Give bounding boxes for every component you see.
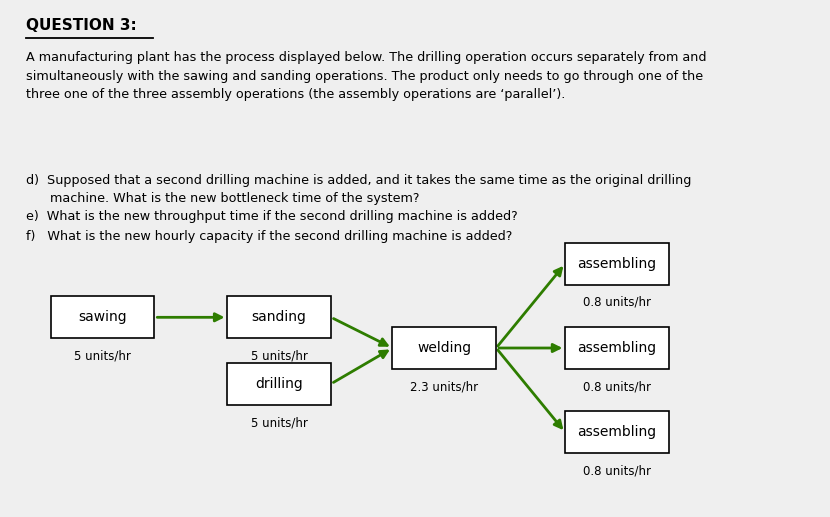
- FancyBboxPatch shape: [393, 327, 496, 369]
- Text: e)  What is the new throughput time if the second drilling machine is added?: e) What is the new throughput time if th…: [26, 210, 518, 223]
- Text: f)   What is the new hourly capacity if the second drilling machine is added?: f) What is the new hourly capacity if th…: [26, 231, 512, 244]
- Text: 5 units/hr: 5 units/hr: [251, 349, 308, 362]
- Text: A manufacturing plant has the process displayed below. The drilling operation oc: A manufacturing plant has the process di…: [26, 51, 706, 101]
- Text: assembling: assembling: [578, 425, 657, 439]
- FancyBboxPatch shape: [565, 327, 669, 369]
- FancyBboxPatch shape: [565, 412, 669, 453]
- Text: 5 units/hr: 5 units/hr: [251, 416, 308, 429]
- Text: 0.8 units/hr: 0.8 units/hr: [583, 296, 651, 309]
- Text: drilling: drilling: [256, 377, 303, 391]
- FancyBboxPatch shape: [565, 242, 669, 284]
- Text: assembling: assembling: [578, 256, 657, 270]
- Text: 0.8 units/hr: 0.8 units/hr: [583, 380, 651, 393]
- Text: 2.3 units/hr: 2.3 units/hr: [410, 380, 478, 393]
- Text: sawing: sawing: [78, 310, 127, 324]
- FancyBboxPatch shape: [51, 296, 154, 338]
- Text: 5 units/hr: 5 units/hr: [74, 349, 131, 362]
- Text: d)  Supposed that a second drilling machine is added, and it takes the same time: d) Supposed that a second drilling machi…: [26, 174, 691, 205]
- Text: welding: welding: [417, 341, 471, 355]
- Text: QUESTION 3:: QUESTION 3:: [26, 18, 137, 33]
- Text: sanding: sanding: [251, 310, 306, 324]
- FancyBboxPatch shape: [227, 296, 331, 338]
- FancyBboxPatch shape: [227, 363, 331, 405]
- Text: 0.8 units/hr: 0.8 units/hr: [583, 465, 651, 478]
- Text: assembling: assembling: [578, 341, 657, 355]
